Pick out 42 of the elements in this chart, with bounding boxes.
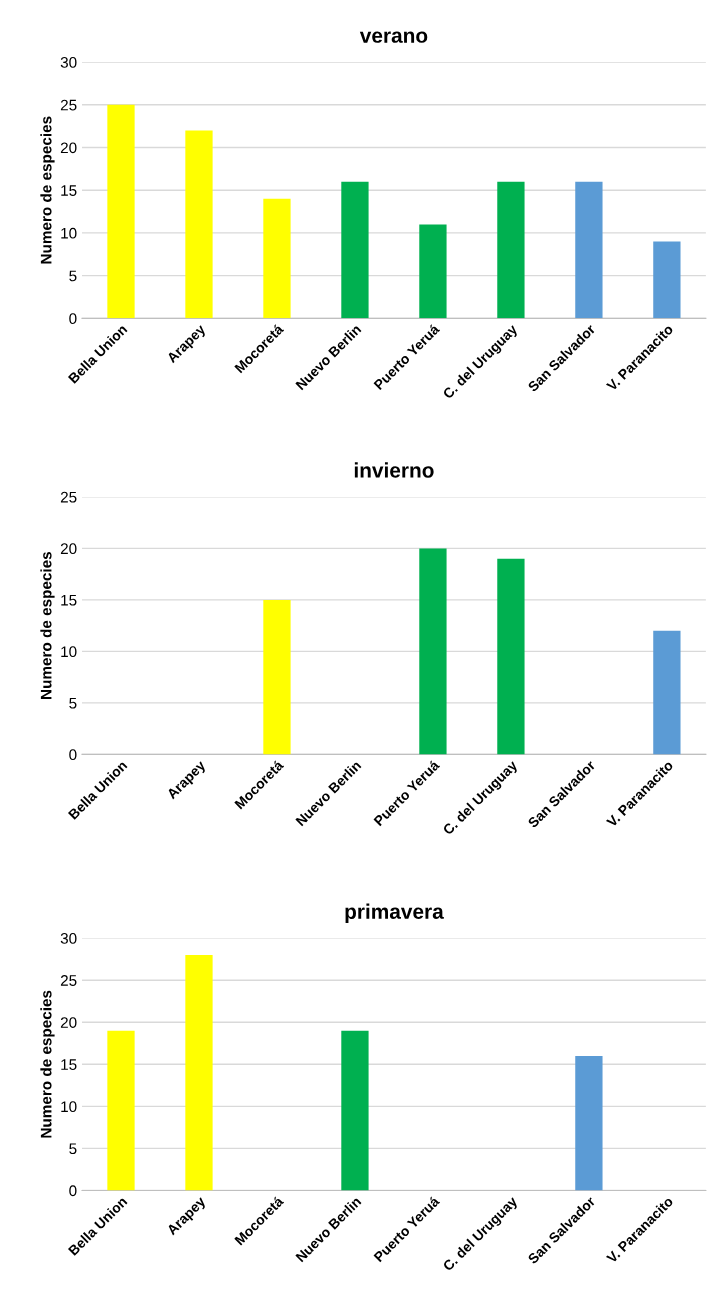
y-tick-label: 20 [60, 1017, 77, 1028]
y-tick-label: 25 [60, 491, 77, 503]
bar [575, 181, 603, 319]
bar [185, 130, 213, 319]
y-axis-title: Numero de especies [40, 990, 55, 1138]
bar [341, 1030, 369, 1191]
bar [653, 241, 681, 319]
y-tick-label: 30 [60, 56, 77, 68]
y-tick-label: 10 [61, 1101, 77, 1113]
y-axis-title: Numero de especies [40, 116, 55, 264]
chart-title: invierno [354, 462, 434, 478]
y-tick-label: 0 [69, 749, 77, 761]
y-tick-label: 25 [60, 975, 77, 986]
bar [653, 630, 681, 755]
bar [107, 104, 135, 319]
y-tick-label: 30 [60, 933, 77, 944]
y-tick-label: 10 [61, 227, 77, 239]
bar [263, 599, 291, 755]
chart-title: verano [359, 31, 428, 43]
y-tick-label: 5 [69, 270, 77, 282]
y-tick-label: 5 [69, 1143, 77, 1155]
bar [341, 181, 369, 319]
bar [575, 1055, 603, 1191]
y-tick-label: 15 [61, 1059, 77, 1070]
y-tick-label: 25 [60, 99, 77, 111]
bar [497, 181, 525, 319]
chart-title: primavera [345, 903, 444, 924]
bar [107, 1030, 135, 1191]
y-tick-label: 20 [60, 543, 77, 555]
y-tick-label: 20 [60, 142, 77, 154]
bar [497, 558, 525, 755]
bar [419, 548, 447, 755]
y-tick-label: 15 [61, 185, 77, 196]
y-tick-label: 10 [61, 646, 77, 658]
bar [419, 224, 447, 319]
y-tick-label: 15 [61, 594, 77, 606]
y-tick-label: 5 [69, 697, 77, 709]
bar [185, 954, 213, 1191]
y-tick-label: 0 [69, 1185, 77, 1197]
bar [263, 198, 291, 319]
y-axis-title: Numero de especies [40, 551, 55, 699]
y-tick-label: 0 [69, 313, 77, 325]
